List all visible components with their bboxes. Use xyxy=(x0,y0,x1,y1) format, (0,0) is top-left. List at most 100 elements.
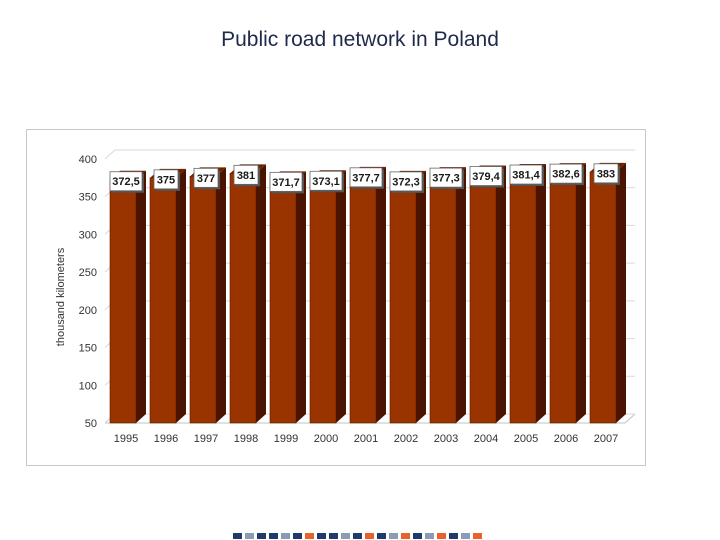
footer-square xyxy=(305,533,314,539)
y-tick-label: 300 xyxy=(79,229,97,241)
bar-side xyxy=(176,168,186,423)
footer-square xyxy=(365,533,374,539)
bar xyxy=(589,171,617,424)
bar-side xyxy=(136,170,146,423)
bar xyxy=(429,175,457,424)
data-label-box xyxy=(153,169,179,190)
x-tick-label: 2006 xyxy=(554,433,578,445)
footer-decoration xyxy=(233,533,482,539)
data-label-box xyxy=(593,163,619,184)
y-tick-label: 350 xyxy=(79,192,97,204)
data-label: 372,5 xyxy=(112,176,140,188)
data-label: 379,4 xyxy=(472,171,500,183)
data-label-box xyxy=(109,171,143,192)
x-tick-label: 2001 xyxy=(354,433,378,445)
footer-square xyxy=(317,533,326,539)
data-label-box xyxy=(233,164,259,185)
y-tick-label: 400 xyxy=(79,154,97,166)
y-tick-label: 250 xyxy=(79,267,97,279)
footer-square xyxy=(293,533,302,539)
footer-square xyxy=(329,533,338,539)
bar xyxy=(269,180,297,424)
x-tick-label: 2004 xyxy=(474,433,498,445)
bar xyxy=(229,173,257,424)
data-label: 377,7 xyxy=(352,172,380,184)
bar-chart: 50 100 150 200 250 300 350 400 thousand kilomete… xyxy=(55,149,636,445)
bar xyxy=(149,177,177,424)
y-tick-label: 100 xyxy=(79,380,97,392)
data-label-box xyxy=(349,167,383,188)
bar-group xyxy=(589,162,626,424)
bar xyxy=(189,176,217,424)
footer-square xyxy=(389,533,398,539)
bar-group xyxy=(189,167,226,424)
gridline-diagonal xyxy=(104,149,116,160)
bar-side xyxy=(536,164,546,423)
data-label: 372,3 xyxy=(392,176,420,188)
bar-group xyxy=(309,170,346,424)
bar xyxy=(469,174,497,424)
bar-side xyxy=(376,166,386,424)
bar-side xyxy=(576,163,586,423)
data-label: 375 xyxy=(157,174,175,186)
data-label-box xyxy=(193,167,219,188)
data-label: 377 xyxy=(197,173,215,185)
bar-group xyxy=(349,166,386,424)
x-tick-label: 1995 xyxy=(114,433,138,445)
data-label-box xyxy=(309,170,343,191)
bar-side xyxy=(256,164,266,423)
bar-side xyxy=(336,170,346,423)
bar-group xyxy=(389,170,426,424)
bar xyxy=(309,178,337,424)
x-tick-label: 2005 xyxy=(514,433,538,445)
data-label-box xyxy=(549,163,583,184)
bar-side xyxy=(456,167,466,423)
slide-title: Public road network in Poland xyxy=(221,28,499,51)
bar-side xyxy=(216,167,226,423)
footer-square xyxy=(353,533,362,539)
footer-square xyxy=(269,533,278,539)
footer-square xyxy=(281,533,290,539)
x-tick-label: 2000 xyxy=(314,433,338,445)
y-axis-label: thousand kilometers xyxy=(55,247,67,346)
bar-side xyxy=(296,171,306,423)
footer-square xyxy=(437,533,446,539)
x-tick-label: 1999 xyxy=(274,433,298,445)
x-tick-label: 1997 xyxy=(194,433,218,445)
data-label-box xyxy=(469,166,503,186)
data-label: 377,3 xyxy=(432,173,460,185)
bar-group xyxy=(229,164,266,424)
data-label: 382,6 xyxy=(552,169,580,181)
footer-square xyxy=(473,533,482,539)
chart-frame: 50 100 150 200 250 300 350 400 thousand kilomete… xyxy=(26,129,646,466)
data-label-box xyxy=(389,171,423,192)
data-label-box xyxy=(509,164,543,185)
footer-square xyxy=(257,533,266,539)
bar-group xyxy=(109,170,146,424)
footer-square xyxy=(461,533,470,539)
data-label: 381 xyxy=(237,170,255,182)
y-tick-label: 50 xyxy=(85,418,97,430)
bar xyxy=(349,175,377,424)
bar xyxy=(109,179,137,424)
data-label-box xyxy=(269,171,303,192)
x-tick-label: 2002 xyxy=(394,433,418,445)
x-tick-label: 1996 xyxy=(154,433,178,445)
footer-square xyxy=(233,533,242,539)
data-label-box xyxy=(429,167,463,188)
bar-group xyxy=(469,165,506,424)
bar-group xyxy=(549,163,586,424)
y-tick-label: 200 xyxy=(79,305,97,317)
bar-group xyxy=(429,167,466,424)
x-tick-label: 2007 xyxy=(594,433,618,445)
footer-square xyxy=(449,533,458,539)
footer-square xyxy=(341,533,350,539)
bar xyxy=(389,179,417,424)
footer-square xyxy=(401,533,410,539)
footer-square xyxy=(377,533,386,539)
bar-group xyxy=(509,164,546,424)
bar-side xyxy=(416,170,426,423)
bar-side xyxy=(616,162,626,423)
data-label: 373,1 xyxy=(312,176,340,188)
bar xyxy=(549,171,577,424)
